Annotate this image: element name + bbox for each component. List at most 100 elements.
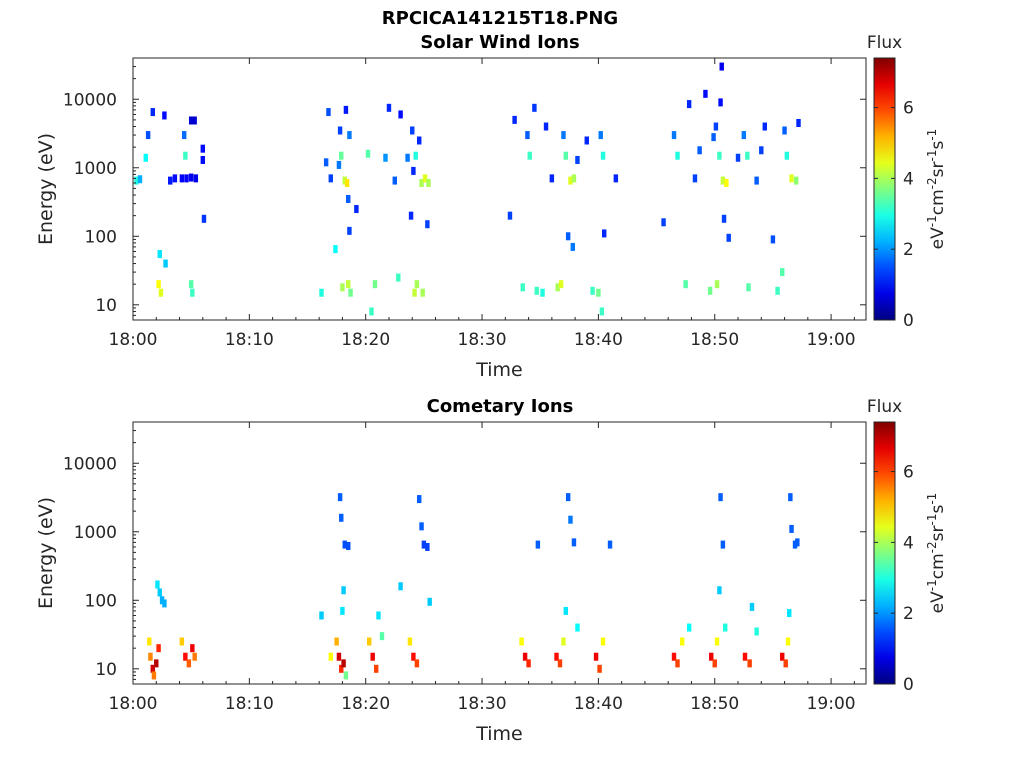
data-cell — [162, 111, 167, 120]
data-cell — [575, 155, 580, 164]
data-cell — [336, 652, 342, 661]
data-cell — [718, 493, 723, 502]
data-cell — [190, 288, 195, 297]
axes-frame — [132, 57, 867, 321]
colorbar-label: eV-1cm-2sr-1s-1 — [925, 129, 948, 250]
colorbar-tick-label: 0 — [903, 675, 914, 695]
data-cell — [383, 153, 388, 162]
data-cell — [334, 637, 339, 646]
data-cell — [396, 273, 401, 282]
data-cell — [713, 122, 719, 131]
colorbar-tick-label: 0 — [903, 311, 914, 331]
data-cell — [143, 153, 149, 162]
data-cell — [145, 131, 151, 140]
data-cell — [328, 174, 333, 183]
data-cell — [156, 644, 161, 653]
data-cell — [720, 540, 726, 549]
data-cell — [686, 623, 692, 632]
x-tick-label: 19:00 — [807, 694, 856, 714]
data-cell — [788, 493, 793, 502]
data-cell — [326, 108, 331, 117]
data-cell — [775, 286, 780, 295]
data-cell — [319, 611, 324, 620]
data-cell — [735, 153, 741, 162]
data-cell — [342, 540, 347, 549]
data-cell — [200, 144, 206, 153]
data-cell — [671, 131, 677, 140]
x-axis-label: Time — [475, 723, 523, 745]
data-cell — [188, 280, 194, 289]
data-cell — [347, 226, 352, 235]
data-cell — [762, 122, 767, 131]
data-cell — [568, 176, 573, 185]
data-cell — [675, 151, 680, 160]
data-cell — [571, 174, 577, 183]
data-cell — [192, 116, 197, 125]
data-cell — [785, 637, 791, 646]
data-cell — [565, 232, 571, 241]
data-cell — [413, 151, 418, 160]
y-tick-label: 100 — [85, 227, 117, 247]
data-cell — [405, 153, 410, 162]
data-cell — [745, 151, 750, 160]
data-cell — [543, 122, 549, 131]
data-cell — [780, 652, 785, 661]
data-cell — [721, 214, 727, 223]
panel-1-title: Solar Wind Ions — [420, 32, 580, 53]
y-tick-label: 10000 — [63, 454, 117, 474]
colorbar-title: Flux — [867, 397, 902, 417]
data-cell — [147, 637, 152, 646]
data-cells — [134, 62, 801, 316]
data-cell — [179, 174, 185, 183]
data-cell — [354, 205, 359, 214]
data-cell — [575, 623, 580, 632]
data-cell — [565, 493, 571, 502]
data-cell — [554, 652, 559, 661]
x-tick-label: 18:10 — [225, 694, 274, 714]
data-cell — [520, 283, 525, 292]
data-cell — [339, 151, 344, 160]
data-cell — [770, 235, 776, 244]
data-cell — [714, 637, 720, 646]
data-cell — [584, 136, 589, 145]
data-cell — [675, 659, 680, 668]
data-cell — [348, 288, 353, 297]
data-cell — [718, 98, 723, 107]
data-cell — [339, 513, 344, 522]
data-cell — [749, 602, 755, 611]
data-cell — [379, 632, 385, 641]
data-cell — [193, 174, 199, 183]
data-cell — [134, 176, 139, 185]
data-cell — [787, 609, 792, 618]
data-cell — [341, 586, 346, 595]
data-cell — [183, 151, 188, 160]
data-cell — [340, 606, 345, 615]
colorbar — [873, 421, 896, 685]
data-cell — [201, 214, 207, 223]
data-cell — [412, 288, 417, 297]
y-tick-label: 10 — [95, 296, 117, 316]
data-cell — [549, 174, 555, 183]
data-cell — [427, 597, 432, 606]
data-cell — [417, 495, 422, 504]
data-cell — [319, 288, 324, 297]
data-cell — [780, 268, 785, 277]
data-cell — [157, 250, 162, 259]
x-tick-label: 18:00 — [109, 694, 158, 714]
data-cell — [526, 659, 531, 668]
y-tick-label: 10 — [95, 660, 117, 680]
data-cell — [707, 286, 713, 295]
data-cell — [593, 652, 599, 661]
x-tick-label: 18:40 — [574, 694, 623, 714]
data-cell — [596, 288, 601, 297]
data-cell — [557, 659, 563, 668]
data-cell — [425, 220, 430, 229]
data-cell — [168, 176, 173, 185]
data-cell — [747, 659, 752, 668]
y-axis-label: Energy (eV) — [35, 133, 57, 245]
data-cell — [398, 582, 403, 591]
data-cell — [188, 116, 194, 125]
x-tick-label: 18:20 — [341, 694, 390, 714]
data-cell — [370, 652, 375, 661]
